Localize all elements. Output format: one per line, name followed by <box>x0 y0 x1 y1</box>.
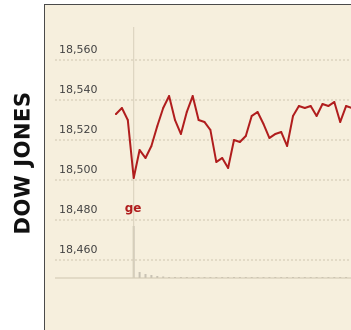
data-point <box>327 105 330 107</box>
volume-bar <box>156 276 159 278</box>
data-point <box>244 135 247 137</box>
data-point <box>168 95 171 97</box>
y-tick-label: 18,560 <box>59 43 98 56</box>
data-point <box>215 161 218 163</box>
data-point <box>174 119 176 121</box>
data-point <box>268 137 271 139</box>
volume-bar <box>162 276 165 278</box>
data-point <box>138 149 141 151</box>
price-line <box>115 95 351 179</box>
data-point <box>303 107 306 109</box>
volume-bar <box>144 274 147 278</box>
data-point <box>321 103 324 105</box>
data-point <box>233 139 235 141</box>
side-title: DOW JONES <box>2 0 42 325</box>
volume-bar <box>138 272 141 278</box>
data-point <box>339 121 342 123</box>
dow-jones-chart: 18,560 18,540 18,520 18,500 18,480 18,460 ge <box>55 27 351 279</box>
data-point <box>286 145 289 147</box>
data-point <box>256 111 259 113</box>
volume-bar <box>150 275 153 278</box>
data-point <box>315 115 318 117</box>
y-tick-label: 18,520 <box>59 123 98 136</box>
y-axis-ticks: 18,560 18,540 18,520 18,500 18,480 18,460 <box>59 43 98 256</box>
data-point <box>309 105 312 107</box>
chart-panel: 18,560 18,540 18,520 18,500 18,480 18,460 ge <box>44 4 351 330</box>
annotation-label: ge <box>125 201 142 215</box>
data-point <box>345 105 348 107</box>
data-point <box>132 177 135 179</box>
data-point <box>150 145 153 147</box>
data-point <box>203 121 206 123</box>
data-point <box>197 119 200 121</box>
data-point <box>297 105 300 107</box>
data-point <box>191 95 194 97</box>
data-point <box>120 107 123 109</box>
series-layer <box>115 95 351 179</box>
y-tick-label: 18,460 <box>59 243 98 256</box>
data-point <box>144 157 147 159</box>
data-point <box>333 101 336 103</box>
data-point <box>262 123 265 125</box>
grid-lines <box>55 59 351 261</box>
data-point <box>126 119 129 121</box>
data-point <box>221 157 224 159</box>
data-point <box>250 115 253 117</box>
y-tick-label: 18,540 <box>59 83 98 96</box>
data-point <box>238 141 241 143</box>
data-point <box>292 115 294 117</box>
volume-bars <box>55 226 351 279</box>
data-point <box>227 167 230 169</box>
data-point <box>209 129 212 131</box>
data-point <box>274 133 277 135</box>
data-point <box>115 113 117 115</box>
data-point <box>162 107 165 109</box>
y-tick-label: 18,480 <box>59 203 98 216</box>
dow-jones-label: DOW JONES <box>10 91 34 234</box>
data-point <box>179 133 182 135</box>
data-point <box>185 111 188 113</box>
data-point <box>280 131 283 133</box>
data-point <box>156 125 159 127</box>
y-tick-label: 18,500 <box>59 163 98 176</box>
annotation-marker: ge <box>125 27 142 278</box>
